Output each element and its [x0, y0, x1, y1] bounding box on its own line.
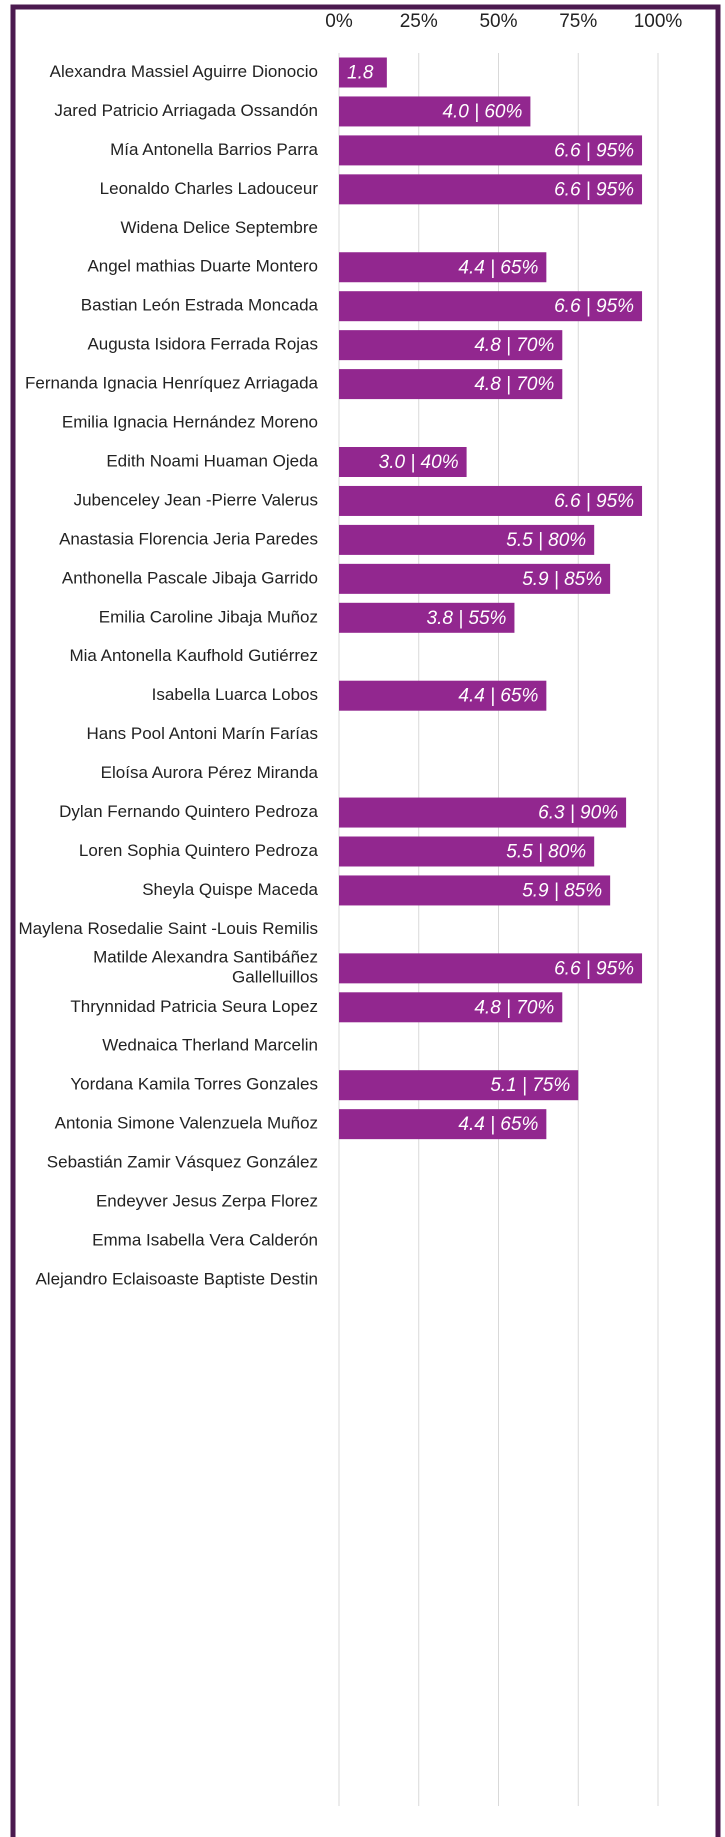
value-label: 6.6 | 95%: [554, 491, 634, 512]
x-tick-label: 50%: [479, 11, 517, 32]
bar: [339, 836, 595, 867]
bar: [339, 524, 595, 555]
value-label: 4.8 | 70%: [474, 997, 554, 1018]
y-tick-label: Leonaldo Charles Ladouceur: [100, 179, 319, 198]
value-label: 4.4 | 65%: [458, 1114, 538, 1135]
y-tick-label: Loren Sophia Quintero Pedroza: [79, 841, 319, 860]
y-tick-label: Antonia Simone Valenzuela Muñoz: [55, 1114, 318, 1133]
y-tick-label: Jared Patricio Arriagada Ossandón: [54, 101, 318, 120]
y-tick-label: Augusta Isidora Ferrada Rojas: [87, 335, 318, 354]
y-tick-label: Isabella Luarca Lobos: [152, 685, 318, 704]
y-tick-label: Alexandra Massiel Aguirre Dionocio: [50, 62, 318, 81]
value-label: 4.8 | 70%: [474, 335, 554, 356]
value-label: 5.9 | 85%: [522, 880, 602, 901]
y-tick-label: Hans Pool Antoni Marín Farías: [86, 724, 318, 743]
bar: [339, 1070, 579, 1101]
value-label: 1.8: [347, 63, 374, 84]
value-label: 5.1 | 75%: [490, 1075, 570, 1096]
bar: [339, 57, 387, 88]
y-tick-label: Eloísa Aurora Pérez Miranda: [101, 763, 319, 782]
x-tick-label: 0%: [325, 11, 353, 32]
y-tick-label: Maylena Rosedalie Saint -Louis Remilis: [18, 919, 318, 938]
y-tick-label: Yordana Kamila Torres Gonzales: [70, 1075, 318, 1094]
bar: [339, 447, 467, 477]
bar: [339, 96, 531, 127]
value-label: 6.6 | 95%: [554, 140, 634, 161]
y-tick-label: Mía Antonella Barrios Parra: [110, 140, 318, 159]
bar: [339, 992, 563, 1023]
bar: [339, 135, 643, 166]
bar: [339, 602, 515, 633]
value-label: 4.0 | 60%: [442, 101, 522, 122]
value-label: 5.9 | 85%: [522, 569, 602, 590]
y-tick-label: Thrynnidad Patricia Seura Lopez: [70, 997, 318, 1016]
value-label: 3.0 | 40%: [379, 452, 459, 473]
bar: [339, 369, 563, 400]
bar: [339, 875, 611, 906]
frame: [10, 4, 721, 1837]
y-tick-label: Mia Antonella Kaufhold Gutiérrez: [69, 646, 318, 665]
value-label: 6.3 | 90%: [538, 803, 618, 824]
x-tick-label: 25%: [400, 11, 438, 32]
bar: [339, 330, 563, 361]
value-label: 4.8 | 70%: [474, 374, 554, 395]
y-tick-label: Wednaica Therland Marcelin: [102, 1036, 318, 1055]
bar: [339, 563, 611, 594]
y-tick-label: Emilia Ignacia Hernández Moreno: [62, 413, 318, 432]
y-tick-label: Anastasia Florencia Jeria Paredes: [59, 529, 318, 548]
value-label: 5.5 | 80%: [506, 842, 586, 863]
bar: [339, 174, 643, 205]
y-tick-label: Fernanda Ignacia Henríquez Arriagada: [25, 374, 319, 393]
y-tick-label: Widena Delice Septembre: [121, 218, 318, 237]
value-label: 6.6 | 95%: [554, 296, 634, 317]
y-tick-label: Anthonella Pascale Jibaja Garrido: [62, 568, 318, 587]
bar: [339, 953, 643, 984]
bar: [339, 680, 547, 711]
y-tick-label: Alejandro Eclaisoaste Baptiste Destin: [35, 1269, 318, 1288]
value-label: 4.4 | 65%: [458, 257, 538, 278]
x-tick-label: 75%: [559, 11, 597, 32]
bar: [339, 252, 547, 283]
x-tick-label: 100%: [634, 11, 683, 32]
y-tick-label: Angel mathias Duarte Montero: [87, 257, 318, 276]
y-tick-label: Emilia Caroline Jibaja Muñoz: [99, 607, 318, 626]
value-label: 4.4 | 65%: [458, 686, 538, 707]
y-tick-label: Jubenceley Jean -Pierre Valerus: [74, 490, 318, 509]
y-tick-label: Edith Noami Huaman Ojeda: [106, 451, 318, 470]
y-tick-label: Emma Isabella Vera Calderón: [92, 1230, 318, 1249]
bar: [339, 291, 643, 322]
y-tick-label: Dylan Fernando Quintero Pedroza: [59, 802, 318, 821]
y-tick-label: Endeyver Jesus Zerpa Florez: [96, 1192, 318, 1211]
y-tick-label: Sebastián Zamir Vásquez González: [47, 1153, 318, 1172]
y-tick-label: Sheyla Quispe Maceda: [142, 880, 318, 899]
bar: [339, 1109, 547, 1140]
value-label: 6.6 | 95%: [554, 179, 634, 200]
value-label: 5.5 | 80%: [506, 530, 586, 551]
y-tick-label: Bastian León Estrada Moncada: [81, 296, 319, 315]
bar: [339, 797, 627, 828]
value-label: 6.6 | 95%: [554, 958, 634, 979]
y-tick-label: Matilde Alexandra Santibáñez Gallelluillo…: [93, 948, 318, 987]
bar: [339, 485, 643, 516]
value-label: 3.8 | 55%: [427, 608, 507, 629]
